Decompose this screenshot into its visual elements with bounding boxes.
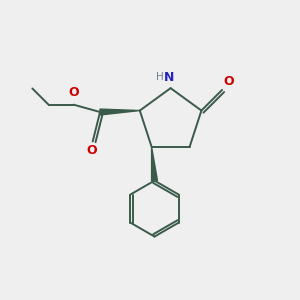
- Polygon shape: [152, 147, 158, 181]
- Text: N: N: [164, 71, 174, 84]
- Text: O: O: [224, 76, 234, 88]
- Text: H: H: [155, 72, 163, 82]
- Text: O: O: [68, 86, 79, 99]
- Text: O: O: [86, 144, 97, 158]
- Polygon shape: [100, 109, 140, 115]
